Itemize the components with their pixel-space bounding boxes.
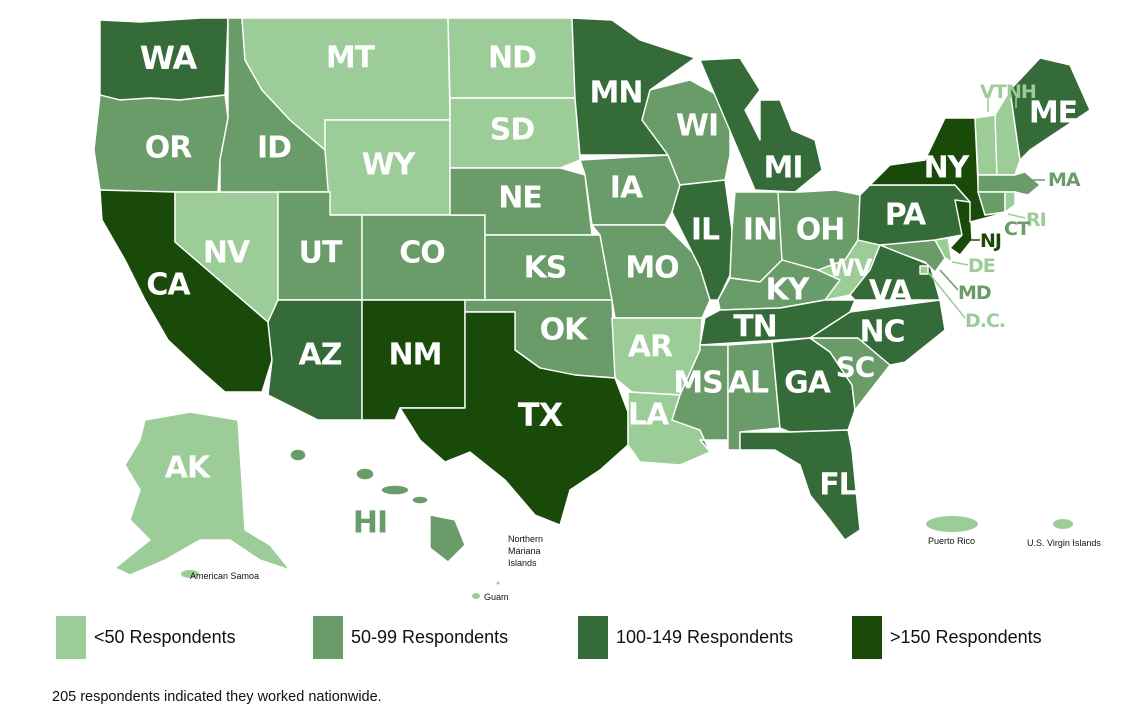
svg-text:WA: WA	[140, 39, 198, 77]
state-il[interactable]	[671, 179, 733, 301]
svg-text:WY: WY	[362, 148, 417, 183]
state-nh[interactable]	[994, 89, 1021, 176]
svg-text:OR: OR	[145, 131, 193, 166]
label-us-virgin-islands: U.S. Virgin Islands	[1027, 538, 1101, 548]
svg-text:AR: AR	[628, 330, 673, 365]
svg-text:UT: UT	[299, 236, 343, 271]
territory-guam[interactable]	[472, 593, 480, 599]
label-guam: Guam	[484, 592, 509, 602]
legend-item-100-149: 100-149 Respondents	[578, 616, 793, 659]
svg-text:IA: IA	[610, 171, 644, 206]
svg-text:VT: VT	[980, 81, 1007, 103]
state-ri[interactable]	[1004, 191, 1016, 213]
svg-text:KY: KY	[766, 273, 811, 308]
legend-label-gt150: >150 Respondents	[890, 627, 1042, 647]
svg-text:OK: OK	[540, 313, 590, 348]
state-ak[interactable]	[114, 411, 291, 576]
svg-text:D.C.: D.C.	[965, 310, 1005, 332]
legend-swatch-100-149	[578, 616, 608, 659]
legend-label-100-149: 100-149 Respondents	[616, 627, 794, 647]
svg-text:IL: IL	[691, 213, 720, 248]
svg-text:MI: MI	[763, 151, 802, 186]
label-puerto-rico: Puerto Rico	[928, 536, 975, 546]
svg-text:CT: CT	[1004, 218, 1030, 240]
svg-text:NV: NV	[203, 236, 251, 271]
svg-text:AL: AL	[728, 366, 769, 401]
svg-text:OH: OH	[796, 213, 845, 248]
territory-american-samoa[interactable]	[181, 570, 199, 578]
territory-northern-mariana-islands[interactable]	[496, 581, 500, 585]
svg-text:MD: MD	[958, 282, 991, 304]
svg-text:NC: NC	[859, 315, 904, 350]
svg-text:CA: CA	[146, 268, 191, 303]
svg-text:SC: SC	[836, 351, 875, 384]
svg-text:MS: MS	[673, 366, 722, 401]
svg-text:DE: DE	[968, 255, 995, 277]
legend-swatch-50-99	[313, 616, 343, 659]
svg-text:MA: MA	[1048, 169, 1081, 191]
svg-text:AZ: AZ	[299, 338, 342, 373]
svg-text:SD: SD	[490, 113, 535, 148]
svg-text:ND: ND	[488, 41, 536, 76]
svg-text:MT: MT	[326, 41, 376, 76]
svg-text:KS: KS	[524, 251, 567, 286]
svg-text:NY: NY	[924, 151, 971, 186]
legend-swatch-lt50	[56, 616, 86, 659]
svg-text:FL: FL	[819, 468, 857, 503]
state-nc[interactable]	[809, 299, 946, 366]
legend-label-lt50: <50 Respondents	[94, 627, 236, 647]
external-labels: VT NH MA RI CT NJ DE MD D.C.	[927, 81, 1082, 332]
legend-item-gt150: >150 Respondents	[852, 616, 1042, 659]
legend-swatch-gt150	[852, 616, 882, 659]
svg-text:LA: LA	[628, 398, 670, 433]
legend-item-lt50: <50 Respondents	[56, 616, 236, 659]
svg-text:RI: RI	[1026, 209, 1046, 231]
svg-text:MO: MO	[625, 251, 678, 286]
state-dc[interactable]	[919, 265, 929, 275]
label-northern-mariana-islands: Northern Mariana Islands	[508, 534, 543, 568]
legend-label-50-99: 50-99 Respondents	[351, 627, 509, 647]
state-fl[interactable]	[739, 429, 861, 541]
svg-text:ME: ME	[1029, 96, 1077, 131]
state-mo[interactable]	[591, 224, 711, 319]
svg-text:HI: HI	[353, 506, 387, 541]
svg-text:NE: NE	[498, 181, 542, 216]
svg-text:ID: ID	[257, 131, 291, 166]
svg-text:CO: CO	[399, 236, 445, 271]
svg-text:NH: NH	[1006, 81, 1036, 103]
svg-text:PA: PA	[885, 198, 927, 233]
svg-text:WV: WV	[828, 254, 872, 282]
state-hi[interactable]	[289, 448, 466, 563]
us-map: WA OR CA NV ID MT WY UT CO AZ NM ND SD N…	[93, 17, 1101, 602]
territory-us-virgin-islands[interactable]	[1053, 519, 1073, 529]
legend-item-50-99: 50-99 Respondents	[313, 616, 508, 659]
territory-puerto-rico[interactable]	[926, 516, 978, 532]
svg-text:MN: MN	[590, 76, 643, 111]
state-sd[interactable]	[449, 97, 581, 169]
label-american-samoa: American Samoa	[190, 571, 259, 581]
territory-labels: Northern Mariana Islands Puerto Rico U.S. …	[190, 534, 1101, 602]
svg-text:TX: TX	[518, 396, 564, 434]
footnote: 205 respondents indicated they worked na…	[52, 689, 382, 705]
state-labels: WA OR CA NV ID MT WY UT CO AZ NM ND SD N…	[140, 39, 1078, 541]
state-vt[interactable]	[974, 114, 998, 176]
svg-text:GA: GA	[784, 366, 832, 401]
svg-text:NM: NM	[389, 338, 442, 373]
legend: <50 Respondents 50-99 Respondents 100-14…	[0, 616, 1146, 664]
svg-text:VA: VA	[869, 275, 913, 310]
svg-text:NJ: NJ	[980, 230, 1001, 252]
svg-text:AK: AK	[165, 451, 212, 486]
svg-text:IN: IN	[743, 213, 777, 248]
svg-text:WI: WI	[676, 109, 718, 144]
state-tx[interactable]	[399, 311, 629, 526]
state-me[interactable]	[1009, 57, 1091, 161]
svg-text:TN: TN	[733, 310, 777, 345]
